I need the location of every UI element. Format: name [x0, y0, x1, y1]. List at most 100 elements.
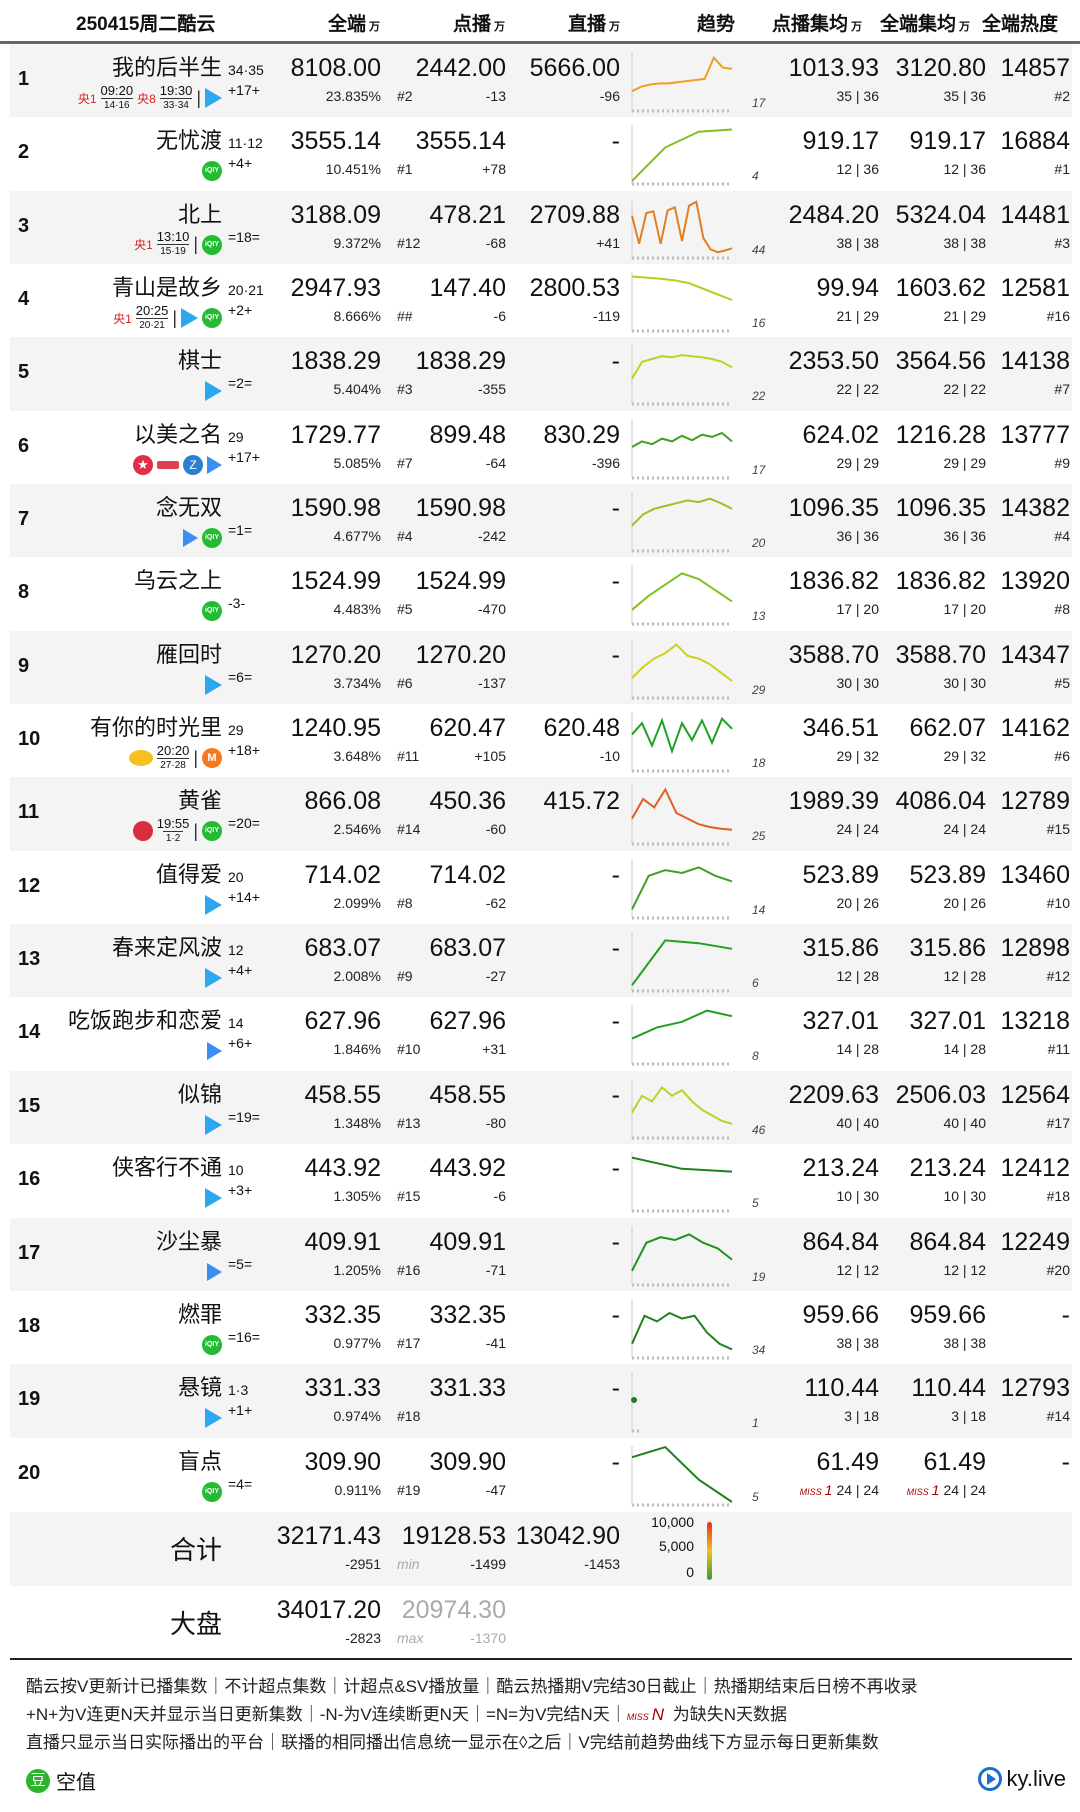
- vod-avg: 110.44: [804, 1374, 879, 1403]
- trend-chart: [631, 272, 733, 333]
- all-avg: 315.86: [909, 934, 986, 963]
- table-row[interactable]: 10 有你的时光里 29 +18+ 20:20 27·28 | M 1240.95 3.648% 6…: [10, 704, 1072, 777]
- table-row[interactable]: 9 雁回时 =6= 1270.20 3.734% 1270.20 #6 -137-29 3588…: [10, 630, 1072, 705]
- trend-chart: [631, 1078, 733, 1140]
- heat-rank: #18: [1046, 1188, 1070, 1205]
- heat-rank: #10: [1046, 894, 1070, 911]
- table-row[interactable]: 17 沙尘暴 =5= 409.91 1.205% 409.91 #16 -71 - 19 864.8…: [10, 1217, 1072, 1291]
- show-title[interactable]: 乌云之上: [133, 568, 222, 594]
- trend-episode-count: 34: [752, 1342, 766, 1357]
- live-views: -: [611, 1227, 620, 1256]
- table-row[interactable]: 15 似锦 =19= 458.55 1.348% 458.55 #13 -80 - 46 2209.…: [10, 1070, 1072, 1145]
- air-time-value: 13:10: [156, 229, 190, 245]
- show-title[interactable]: 念无双: [155, 495, 222, 521]
- update-streak: +4+: [228, 155, 253, 172]
- table-row[interactable]: 20 盲点 =4= iQIY 309.90 0.911% 309.90 #19 -47 - 5 61.…: [10, 1438, 1072, 1511]
- live-change: -10: [599, 748, 620, 765]
- vod-avg-episodes: 3 | 18: [844, 1408, 879, 1424]
- vod-change: -68: [485, 234, 506, 251]
- show-title[interactable]: 无忧渡: [155, 128, 222, 154]
- table-row[interactable]: 5 棋士 =2= 1838.29 5.404% 1838.29 #3 -355-22 2353.…: [10, 337, 1072, 411]
- table-row[interactable]: 13 春来定风波 12 +4+ 683.07 2.008% 683.07 #9 -27 - 6 315…: [10, 924, 1072, 998]
- trend-chart: [631, 1298, 733, 1360]
- show-title[interactable]: 棋士: [177, 348, 222, 374]
- vod-rank: #2: [397, 88, 413, 104]
- miss-badge: MISS: [799, 1486, 822, 1497]
- show-title[interactable]: 盲点: [177, 1448, 222, 1474]
- footer-line-2a: +N+为V连更N天并显示当日更新集数｜-N-为V连续断更N天｜=N=为V完结N天…: [26, 1705, 627, 1724]
- rank: 16: [18, 1168, 41, 1191]
- table-row[interactable]: 11 黄雀 =20= 19:55 1·2 | iQIY 866.08 2.546% 450.36 #…: [10, 777, 1072, 851]
- heat-index: -: [1061, 1447, 1070, 1476]
- trend-line: [631, 643, 733, 682]
- table-row[interactable]: 8 乌云之上 -3- iQIY 1524.99 4.483% 1524.99 #5 -470-1…: [10, 557, 1072, 630]
- episodes: 36 | 36: [943, 528, 986, 545]
- vod-avg: 1836.82: [788, 567, 879, 596]
- table-row[interactable]: 7 念无双 =1= iQIY 1590.98 4.677% 1590.98 #4 -242-20…: [10, 484, 1072, 558]
- broadcast-info: [205, 891, 222, 919]
- broadcast-info: [205, 377, 222, 405]
- table-row[interactable]: 2 无忧渡 11·12 +4+ iQIY 3555.14 10.451% 3555.14 #1 +…: [10, 117, 1072, 190]
- episodes: 21 | 29: [943, 308, 986, 325]
- table-row[interactable]: 14 吃饭跑步和恋爱 14 +6+ 627.96 1.846% 627.96 #10 +31 - 8…: [10, 997, 1072, 1070]
- show-title[interactable]: 燃罪: [177, 1301, 222, 1327]
- show-title[interactable]: 侠客行不通: [111, 1155, 222, 1181]
- live-views: -: [611, 934, 620, 963]
- show-title[interactable]: 值得爱: [155, 861, 222, 887]
- show-title[interactable]: 雁回时: [155, 641, 222, 667]
- live-views: 2709.88: [529, 200, 620, 229]
- episodes: 21 | 29: [836, 308, 879, 325]
- show-title[interactable]: 有你的时光里: [89, 715, 222, 741]
- rank: 11: [18, 801, 40, 824]
- episodes: 17 | 20: [836, 601, 879, 618]
- trend-line: [631, 1156, 733, 1173]
- show-title[interactable]: 黄雀: [177, 788, 222, 814]
- table-row[interactable]: 6 以美之名 29 +17+ ★ Z 1729.77 5.085% 899.48 #7 -64 830…: [10, 411, 1072, 484]
- all-avg: 110.44: [911, 1374, 986, 1403]
- table-row[interactable]: 12 值得爱 20 +14+ 714.02 2.099% 714.02 #8 -62 - 14 523…: [10, 851, 1072, 924]
- air-time-value: 20:25: [135, 302, 169, 318]
- trend-chart: [631, 345, 733, 406]
- show-title[interactable]: 吃饭跑步和恋爱: [67, 1008, 222, 1034]
- all-avg-episodes: 30 | 30: [943, 675, 986, 691]
- trend-episode-count: 8: [752, 1049, 759, 1064]
- episodes: 12 | 36: [943, 161, 986, 178]
- heat-rank: #9: [1054, 454, 1070, 471]
- show-title[interactable]: 沙尘暴: [155, 1228, 222, 1254]
- show-title[interactable]: 春来定风波: [111, 935, 222, 961]
- table-row[interactable]: 1 我的后半生 34·35 +17+ 央1 09:20 14·16 央8 19:30 33·34 |…: [10, 44, 1072, 118]
- live-views: -: [611, 1007, 620, 1036]
- table-row[interactable]: 16 侠客行不通 10 +3+ 443.92 1.305% 443.92 #15 -6 - 5 213…: [10, 1144, 1072, 1217]
- tencent-icon: [205, 968, 222, 989]
- footer-line-1: 酷云按V更新计已播集数｜不计超点集数｜计超点&SV播放量｜酷云热播期V完结30日…: [26, 1677, 918, 1696]
- table-row[interactable]: 4 青山是故乡 20·21 +2+ 央1 20:25 20·21 | iQIY 2947.93 8.…: [10, 264, 1072, 337]
- trend-episode-count: 16: [752, 316, 766, 331]
- broadcast-info: ★ Z: [133, 451, 222, 479]
- table-row[interactable]: 19 悬镜 1·3 +1+ 331.33 0.974% 331.33 #18 - 1 110.44 3…: [10, 1364, 1072, 1438]
- show-title[interactable]: 北上: [177, 201, 222, 227]
- vod-avg-episodes: 17 | 20: [836, 601, 879, 617]
- vod-change: -470: [477, 601, 506, 618]
- vod-rank: #13: [397, 1114, 421, 1131]
- vod-avg: 3588.70: [788, 640, 879, 669]
- vod-rank: #16: [397, 1261, 421, 1278]
- trend-line: [631, 572, 733, 611]
- total-views: 683.07: [304, 934, 381, 963]
- show-title[interactable]: 我的后半生: [111, 55, 222, 80]
- tencent-icon: [205, 894, 222, 915]
- trend-episode-count: 5: [752, 1196, 759, 1211]
- show-title[interactable]: 青山是故乡: [111, 275, 222, 301]
- total-share: 1.305%: [333, 1188, 381, 1205]
- all-avg-episodes: 21 | 29: [943, 308, 986, 324]
- live-change: +41: [596, 234, 620, 251]
- show-title[interactable]: 似锦: [177, 1081, 222, 1107]
- table-row[interactable]: 18 燃罪 =16= iQIY 332.35 0.977% 332.35 #17 -41 - 34 9…: [10, 1291, 1072, 1364]
- table-row[interactable]: 3 北上 =18= 央1 13:10 15·19 | iQIY 3188.09 9.372% 478…: [10, 190, 1072, 265]
- broadcast-info: [205, 1111, 222, 1139]
- show-title[interactable]: 以美之名: [133, 421, 222, 447]
- show-title[interactable]: 悬镜: [177, 1375, 222, 1401]
- kylive-brand[interactable]: ky.live: [977, 1766, 1066, 1792]
- all-avg: 3588.70: [895, 640, 986, 669]
- totals-total-chg: -2951: [345, 1556, 381, 1572]
- total-share: 1.205%: [333, 1261, 381, 1278]
